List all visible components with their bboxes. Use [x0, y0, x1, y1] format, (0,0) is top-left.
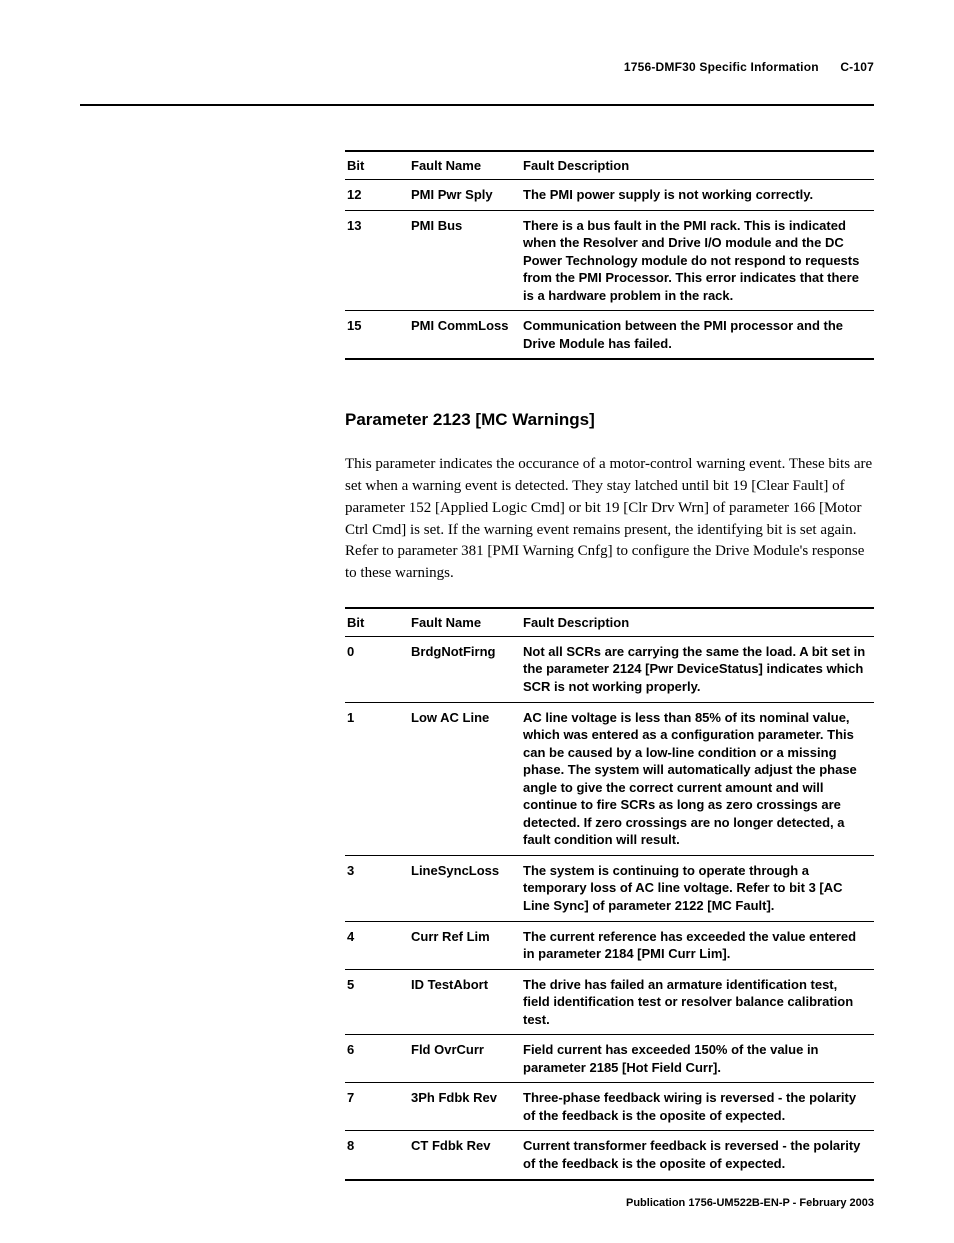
cell-bit: 7	[345, 1083, 409, 1131]
cell-bit: 13	[345, 210, 409, 311]
cell-desc: Field current has exceeded 150% of the v…	[521, 1035, 874, 1083]
cell-bit: 8	[345, 1131, 409, 1180]
content-area: Bit Fault Name Fault Description 12 PMI …	[345, 150, 874, 1181]
table-row: 1 Low AC Line AC line voltage is less th…	[345, 702, 874, 855]
cell-desc: Communication between the PMI processor …	[521, 311, 874, 360]
cell-desc: The system is continuing to operate thro…	[521, 855, 874, 921]
table-header-row: Bit Fault Name Fault Description	[345, 151, 874, 180]
cell-desc: AC line voltage is less than 85% of its …	[521, 702, 874, 855]
cell-name: Curr Ref Lim	[409, 921, 521, 969]
table-row: 13 PMI Bus There is a bus fault in the P…	[345, 210, 874, 311]
col-header-bit: Bit	[345, 151, 409, 180]
cell-name: Fld OvrCurr	[409, 1035, 521, 1083]
cell-desc: The drive has failed an armature identif…	[521, 969, 874, 1035]
header-title: 1756-DMF30 Specific Information	[624, 60, 819, 74]
section-heading: Parameter 2123 [MC Warnings]	[345, 410, 874, 430]
cell-bit: 1	[345, 702, 409, 855]
table-row: 12 PMI Pwr Sply The PMI power supply is …	[345, 180, 874, 211]
col-header-fault-desc: Fault Description	[521, 151, 874, 180]
cell-name: CT Fdbk Rev	[409, 1131, 521, 1180]
cell-desc: The current reference has exceeded the v…	[521, 921, 874, 969]
col-header-fault-name: Fault Name	[409, 151, 521, 180]
fault-table-2: Bit Fault Name Fault Description 0 BrdgN…	[345, 607, 874, 1181]
cell-bit: 3	[345, 855, 409, 921]
cell-name: LineSyncLoss	[409, 855, 521, 921]
table-row: 3 LineSyncLoss The system is continuing …	[345, 855, 874, 921]
table-row: 8 CT Fdbk Rev Current transformer feedba…	[345, 1131, 874, 1180]
cell-desc: The PMI power supply is not working corr…	[521, 180, 874, 211]
cell-bit: 5	[345, 969, 409, 1035]
section-body: This parameter indicates the occurance o…	[345, 454, 874, 585]
cell-name: Low AC Line	[409, 702, 521, 855]
cell-name: BrdgNotFirng	[409, 636, 521, 702]
cell-desc: There is a bus fault in the PMI rack. Th…	[521, 210, 874, 311]
table-row: 15 PMI CommLoss Communication between th…	[345, 311, 874, 360]
table-row: 5 ID TestAbort The drive has failed an a…	[345, 969, 874, 1035]
cell-desc: Not all SCRs are carrying the same the l…	[521, 636, 874, 702]
cell-name: PMI CommLoss	[409, 311, 521, 360]
col-header-bit: Bit	[345, 608, 409, 637]
cell-bit: 15	[345, 311, 409, 360]
cell-name: PMI Pwr Sply	[409, 180, 521, 211]
cell-bit: 4	[345, 921, 409, 969]
page-footer: Publication 1756-UM522B-EN-P - February …	[626, 1197, 874, 1209]
header-rule	[80, 104, 874, 106]
page-header: 1756-DMF30 Specific Information C-107	[80, 60, 874, 74]
cell-desc: Current transformer feedback is reversed…	[521, 1131, 874, 1180]
cell-name: ID TestAbort	[409, 969, 521, 1035]
table-row: 4 Curr Ref Lim The current reference has…	[345, 921, 874, 969]
fault-table-1: Bit Fault Name Fault Description 12 PMI …	[345, 150, 874, 360]
table-row: 0 BrdgNotFirng Not all SCRs are carrying…	[345, 636, 874, 702]
header-page-number: C-107	[840, 60, 874, 74]
col-header-fault-desc: Fault Description	[521, 608, 874, 637]
cell-bit: 0	[345, 636, 409, 702]
table-row: 6 Fld OvrCurr Field current has exceeded…	[345, 1035, 874, 1083]
cell-name: 3Ph Fdbk Rev	[409, 1083, 521, 1131]
table-row: 7 3Ph Fdbk Rev Three-phase feedback wiri…	[345, 1083, 874, 1131]
cell-bit: 12	[345, 180, 409, 211]
cell-name: PMI Bus	[409, 210, 521, 311]
col-header-fault-name: Fault Name	[409, 608, 521, 637]
cell-bit: 6	[345, 1035, 409, 1083]
cell-desc: Three-phase feedback wiring is reversed …	[521, 1083, 874, 1131]
page: 1756-DMF30 Specific Information C-107 Bi…	[0, 0, 954, 1243]
table-header-row: Bit Fault Name Fault Description	[345, 608, 874, 637]
